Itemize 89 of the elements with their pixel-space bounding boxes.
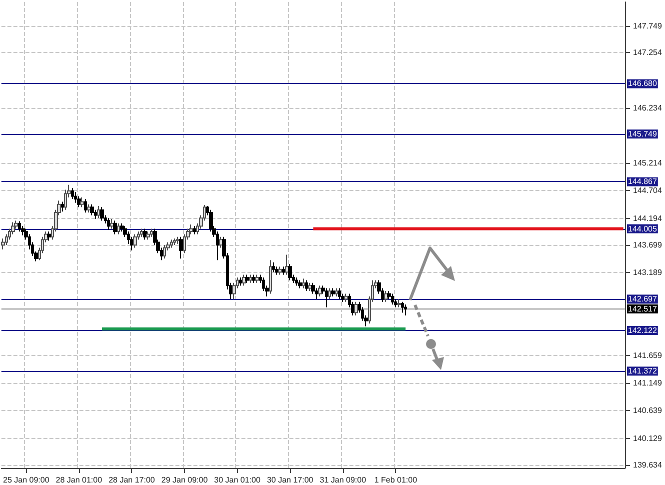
candlestick [193, 226, 196, 235]
candlestick [163, 244, 166, 260]
candlestick [107, 217, 110, 230]
candlestick [397, 298, 401, 308]
x-tick-label: 30 Jan 17:00 [266, 476, 314, 484]
y-tick-label: 140.129 [633, 434, 662, 443]
candlestick [143, 228, 147, 240]
candlestick [249, 274, 252, 284]
candlestick [179, 236, 183, 260]
candlestick [245, 274, 249, 284]
candlestick [110, 218, 114, 230]
ref-line-label: 141.372 [628, 366, 658, 376]
candlestick [71, 188, 74, 200]
y-tick-label: 143.189 [633, 268, 662, 278]
candlestick [239, 276, 242, 286]
y-tick-label: 145.214 [633, 158, 662, 168]
candlestick [384, 290, 388, 302]
candlestick [272, 262, 275, 273]
candlestick [255, 274, 259, 284]
candlestick [331, 288, 335, 297]
candlestick [328, 288, 331, 300]
x-tick-label: 28 Jan 17:00 [108, 476, 156, 484]
candlestick [74, 191, 77, 204]
candlestick [335, 288, 338, 297]
candlestick [97, 206, 100, 218]
candlestick [275, 266, 279, 276]
candlestick [308, 282, 312, 292]
candlestick [77, 196, 81, 208]
candlestick [61, 201, 64, 212]
candlestick [295, 276, 298, 286]
x-tick-label: 25 Jan 09:00 [2, 476, 50, 484]
candlestick [140, 228, 143, 238]
candlestick [80, 196, 84, 208]
candlestick [391, 293, 394, 306]
y-tick-label: 140.639 [633, 406, 662, 416]
x-tick-label: 30 Jan 01:00 [214, 476, 261, 484]
candlestick [325, 288, 328, 308]
y-tick-label: 141.149 [633, 378, 662, 388]
y-tick-label: 144.194 [633, 214, 662, 223]
y-tick-label: 143.699 [633, 240, 662, 250]
x-tick-label: 29 Jan 09:00 [161, 476, 208, 484]
candlestick [302, 278, 305, 289]
ref-line-label: 144.005 [628, 224, 658, 234]
candlestick [269, 260, 272, 294]
candlestick [252, 274, 256, 284]
candlestick [173, 238, 176, 246]
candlestick [170, 239, 173, 248]
ref-line-label: 145.749 [628, 130, 658, 139]
y-tick-label: 139.634 [633, 460, 662, 470]
candlestick [401, 301, 404, 314]
candlestick [338, 288, 341, 300]
candlestick [90, 204, 94, 216]
candlestick [288, 263, 292, 281]
candlestick [278, 266, 282, 276]
candlestick [87, 204, 91, 214]
candlestick [18, 220, 21, 232]
candlestick [47, 230, 51, 242]
ref-line-label: 142.122 [628, 326, 658, 336]
candlestick [344, 293, 348, 302]
candlestick [354, 301, 358, 316]
ref-line-label: 144.867 [628, 177, 658, 186]
candlestick [84, 198, 87, 214]
candlestick [298, 280, 302, 289]
candlestick [318, 285, 322, 297]
candlestick [150, 228, 153, 238]
candlestick [282, 266, 285, 276]
ref-line-label: 146.680 [628, 79, 658, 88]
y-tick-label: 141.659 [633, 350, 662, 360]
x-tick-label: 1 Feb 01:00 [374, 476, 418, 484]
candlestick [404, 304, 407, 316]
candlestick [1, 238, 5, 250]
candlestick [117, 222, 120, 235]
x-tick-label: 28 Jan 01:00 [56, 476, 103, 484]
candlestick [113, 220, 117, 235]
candlestick [285, 254, 289, 276]
candlestick [64, 189, 67, 210]
candlestick [242, 274, 246, 286]
candlestick [133, 234, 137, 248]
y-tick-label: 146.234 [633, 103, 662, 112]
x-tick-label: 31 Jan 09:00 [320, 476, 367, 484]
y-tick-label: 147.254 [633, 48, 662, 58]
candlestick [305, 280, 308, 292]
candlestick [100, 206, 104, 222]
ref-line-label: 142.697 [628, 294, 658, 304]
candlestick [146, 230, 150, 240]
candlestick [176, 236, 180, 244]
y-tick-label: 147.749 [633, 21, 662, 30]
ref-line-label: 142.517 [628, 304, 658, 314]
y-tick-label: 144.704 [633, 186, 662, 196]
